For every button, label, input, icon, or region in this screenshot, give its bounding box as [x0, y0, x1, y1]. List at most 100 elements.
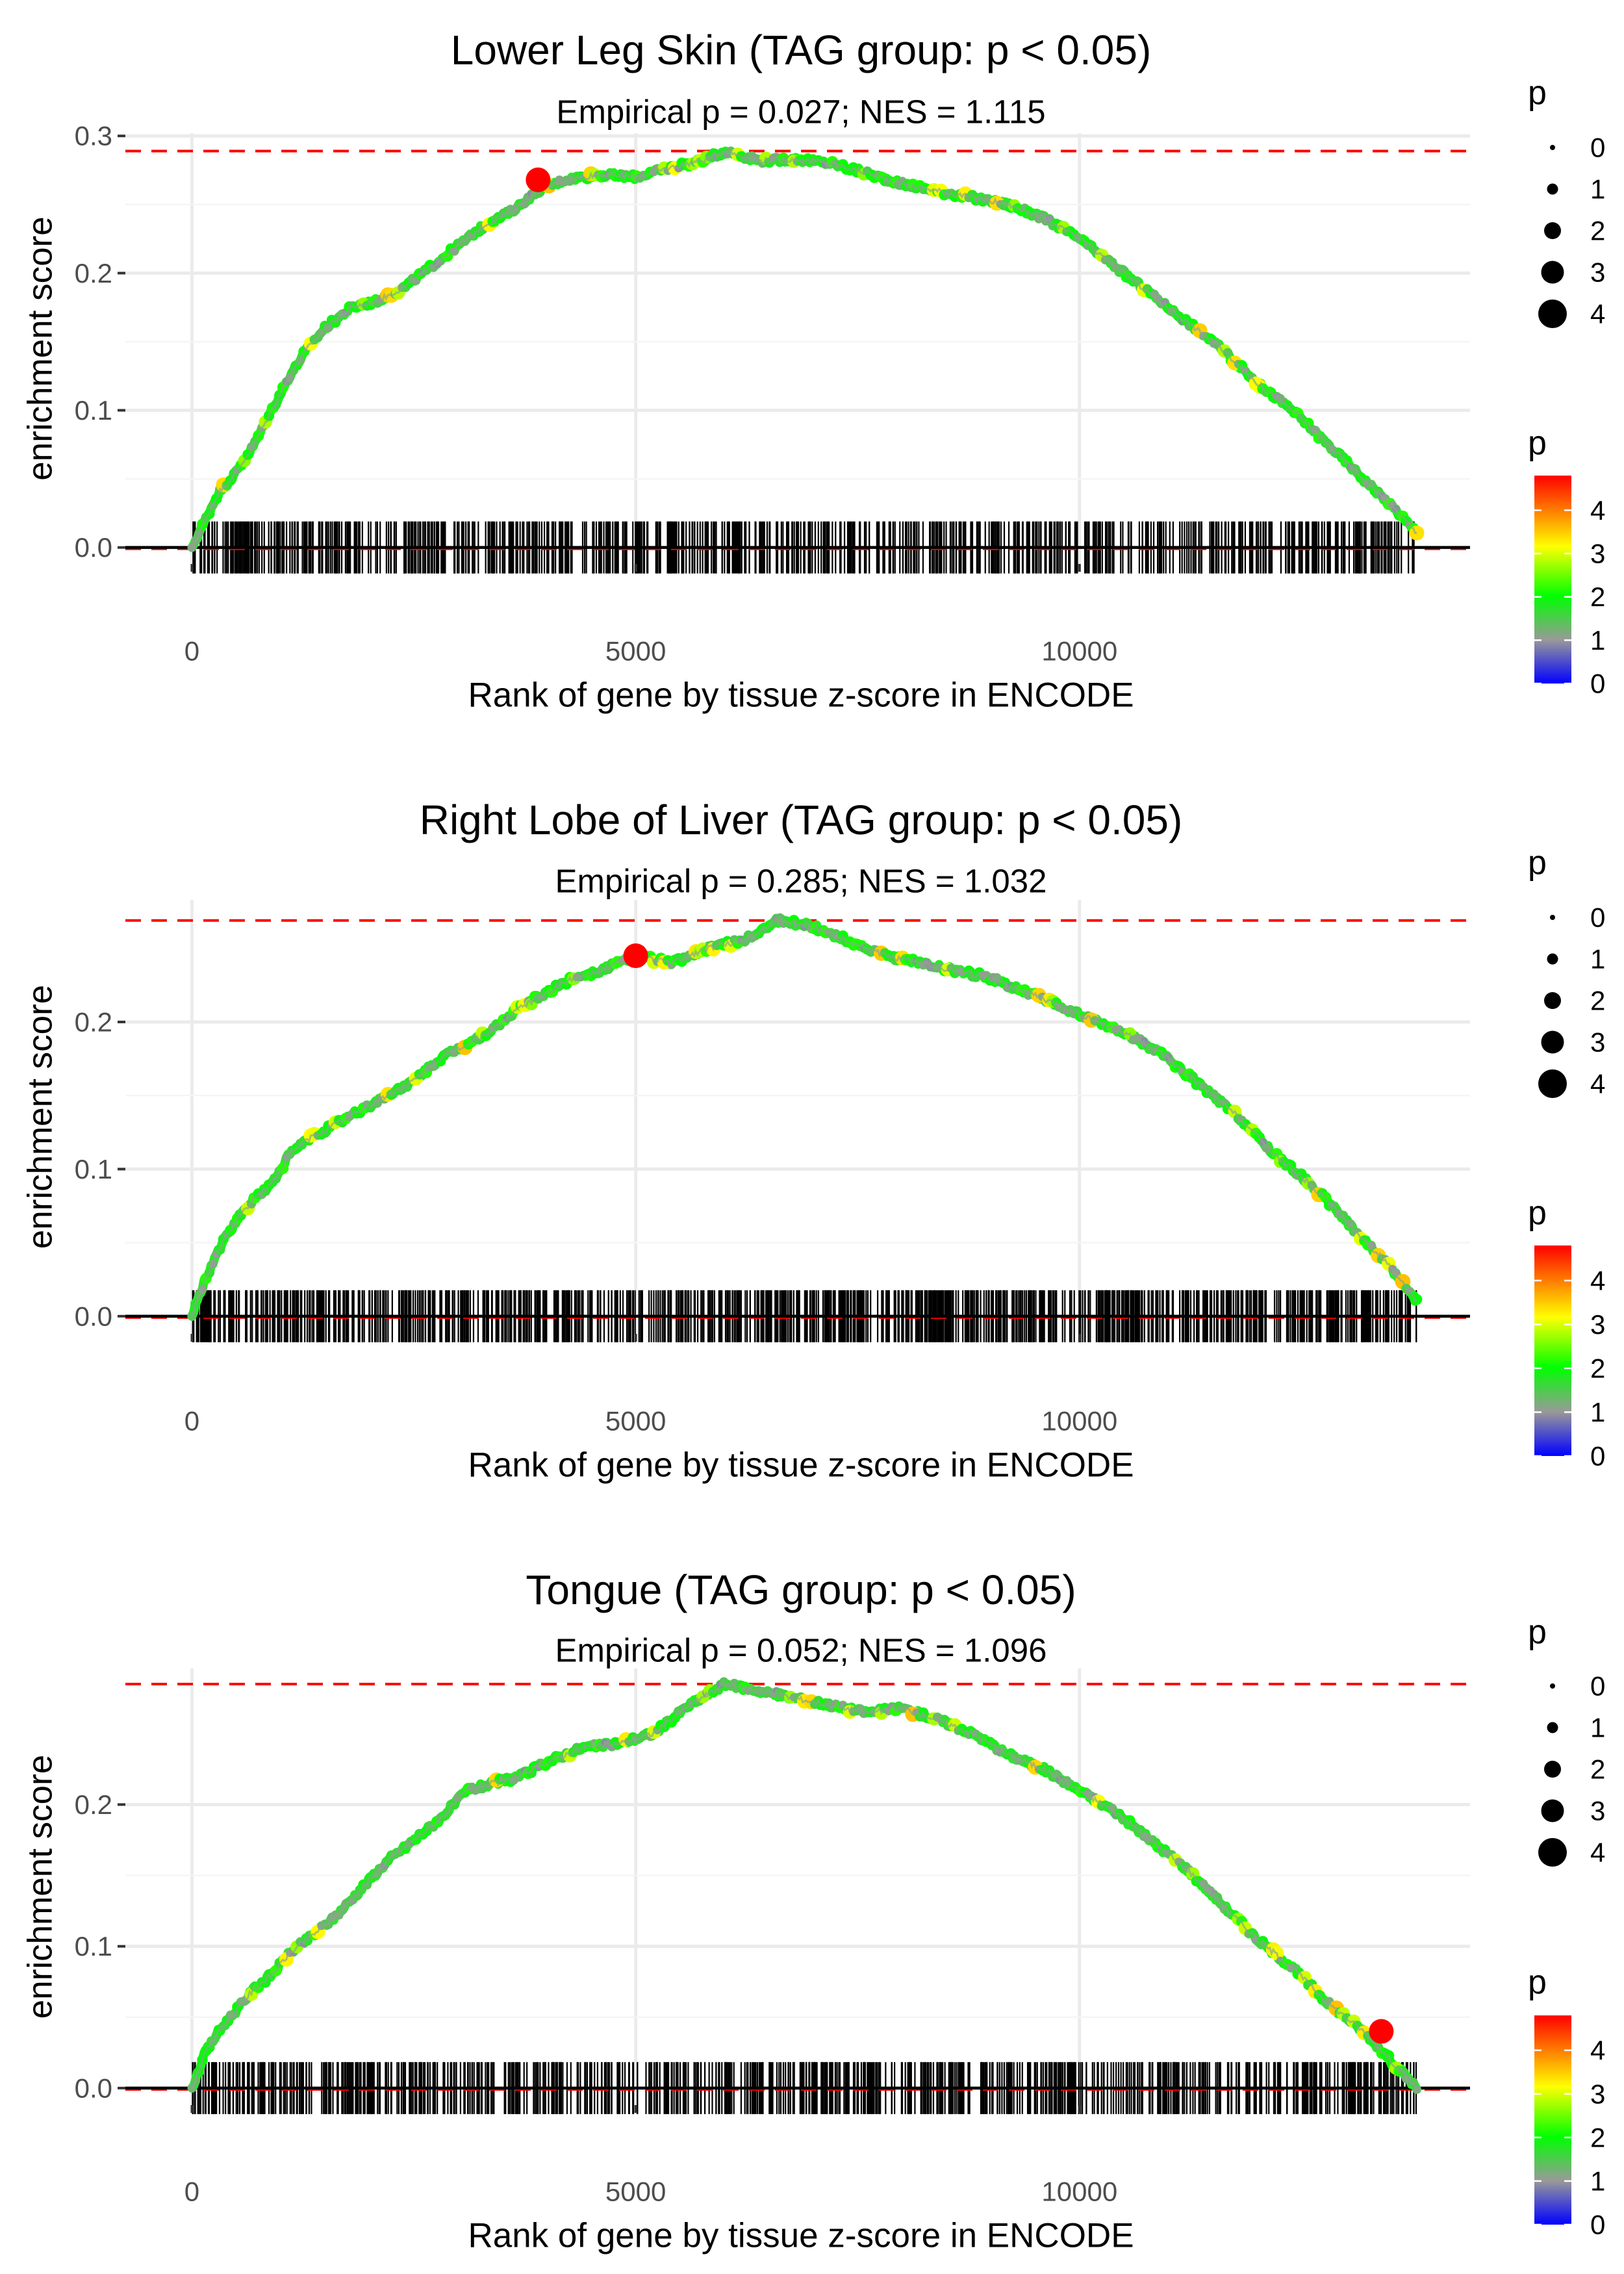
- size-legend-label: 1: [1590, 174, 1605, 205]
- color-legend-label: 1: [1590, 625, 1605, 656]
- color-legend-bar: [1534, 476, 1571, 683]
- es-curve-core: [191, 916, 1418, 1317]
- size-legend-label: 4: [1590, 1837, 1605, 1868]
- size-legend-dot: [1544, 1761, 1561, 1778]
- color-legend-label: 1: [1590, 2165, 1605, 2196]
- size-legend-dot: [1544, 992, 1561, 1009]
- chart-title: Right Lobe of Liver (TAG group: p < 0.05…: [420, 797, 1183, 843]
- color-legend-label: 4: [1590, 2035, 1605, 2065]
- color-legend-label: 3: [1590, 539, 1605, 569]
- x-axis-label: Rank of gene by tissue z-score in ENCODE: [468, 676, 1134, 715]
- x-tick-label: 5000: [605, 1406, 666, 1437]
- color-legend: p 4 3 2 1 0: [1528, 1963, 1605, 2240]
- size-legend-dot: [1547, 183, 1558, 195]
- size-legend-label: 1: [1590, 1713, 1605, 1743]
- color-legend-label: 3: [1590, 1309, 1605, 1340]
- x-tick-label: 0: [184, 1406, 199, 1437]
- chart-subtitle: Empirical p = 0.285; NES = 1.032: [555, 863, 1047, 900]
- size-legend-dot: [1547, 953, 1558, 965]
- x-tick-label: 10000: [1041, 1406, 1117, 1437]
- size-legend-label: 3: [1590, 257, 1605, 288]
- y-tick-label: 0.3: [75, 121, 112, 151]
- es-curve-base: [187, 1677, 1421, 2094]
- chart-panel: Tongue (TAG group: p < 0.05) Empirical p …: [21, 1566, 1606, 2255]
- chart-panel: Right Lobe of Liver (TAG group: p < 0.05…: [21, 797, 1606, 1485]
- color-legend-bar: [1534, 1246, 1571, 1456]
- y-axis: 0.0 0.1 0.2: [75, 1006, 125, 1331]
- chart-panel: Lower Leg Skin (TAG group: p < 0.05) Empi…: [21, 27, 1606, 715]
- color-legend: p 4 3 2 1 0: [1528, 1194, 1605, 1472]
- size-legend-label: 4: [1590, 1069, 1605, 1099]
- size-legend-label: 2: [1590, 1754, 1605, 1785]
- y-tick-label: 0.2: [75, 258, 112, 288]
- chart-subtitle: Empirical p = 0.027; NES = 1.115: [556, 94, 1045, 131]
- x-tick-label: 5000: [605, 636, 666, 667]
- color-legend-title: p: [1528, 1194, 1547, 1232]
- size-legend-label: 2: [1590, 986, 1605, 1016]
- chart-title: Tongue (TAG group: p < 0.05): [526, 1566, 1076, 1613]
- leading-edge-point: [526, 167, 551, 192]
- color-legend-label: 2: [1590, 2122, 1605, 2153]
- size-legend-label: 3: [1590, 1796, 1605, 1826]
- size-legend-dot: [1541, 1030, 1564, 1054]
- x-tick-label: 10000: [1041, 2177, 1117, 2207]
- x-axis: 0 5000 10000: [184, 1334, 1117, 1437]
- y-axis-label: enrichment score: [21, 1755, 60, 2019]
- y-axis: 0.0 0.1 0.2: [75, 1789, 125, 2103]
- x-tick-label: 10000: [1041, 636, 1117, 667]
- gridlines: [125, 900, 1470, 1334]
- size-legend-dot: [1538, 300, 1567, 328]
- color-legend-label: 1: [1590, 1397, 1605, 1427]
- x-axis: 0 5000 10000: [184, 2105, 1117, 2207]
- size-legend-title: p: [1528, 74, 1547, 112]
- x-tick-label: 0: [184, 636, 199, 667]
- size-legend: p 0 1 2 3 4: [1528, 844, 1605, 1099]
- color-legend-label: 2: [1590, 1353, 1605, 1384]
- chart-title: Lower Leg Skin (TAG group: p < 0.05): [451, 27, 1152, 73]
- gridlines: [125, 1668, 1470, 2105]
- es-points: [187, 1677, 1421, 2094]
- color-legend-label: 4: [1590, 1266, 1605, 1296]
- gridlines: [125, 133, 1470, 564]
- size-legend-dot: [1550, 915, 1555, 920]
- color-legend-label: 0: [1590, 1441, 1605, 1472]
- size-legend-dot: [1541, 1799, 1564, 1822]
- y-tick-label: 0.1: [75, 395, 112, 426]
- size-legend-dot: [1544, 222, 1561, 239]
- color-legend-label: 4: [1590, 495, 1605, 526]
- color-legend-label: 0: [1590, 669, 1605, 699]
- color-legend-title: p: [1528, 424, 1547, 462]
- color-legend: p 4 3 2 1 0: [1528, 424, 1605, 699]
- y-tick-label: 0.2: [75, 1006, 112, 1037]
- size-legend: p 0 1 2 3 4: [1528, 1613, 1605, 1868]
- chart-subtitle: Empirical p = 0.052; NES = 1.096: [555, 1632, 1047, 1669]
- size-legend-title: p: [1528, 1613, 1547, 1651]
- size-legend-label: 4: [1590, 299, 1605, 329]
- size-legend-dot: [1550, 1683, 1555, 1689]
- y-tick-label: 0.0: [75, 532, 112, 563]
- y-axis: 0.0 0.1 0.2 0.3: [75, 121, 125, 563]
- color-legend-label: 3: [1590, 2078, 1605, 2109]
- x-tick-label: 5000: [605, 2177, 666, 2207]
- size-legend-dot: [1547, 1722, 1558, 1733]
- size-legend-dot: [1538, 1069, 1567, 1098]
- x-axis-label: Rank of gene by tissue z-score in ENCODE: [468, 2217, 1134, 2255]
- size-legend-label: 0: [1590, 902, 1605, 933]
- size-legend-dot: [1538, 1838, 1567, 1867]
- size-legend-title: p: [1528, 844, 1547, 882]
- size-legend: p 0 1 2 3 4: [1528, 74, 1605, 329]
- color-legend-title: p: [1528, 1963, 1547, 2001]
- color-legend-bar: [1534, 2015, 1571, 2225]
- leading-edge-point: [1369, 2019, 1394, 2044]
- y-tick-label: 0.2: [75, 1789, 112, 1820]
- y-tick-label: 0.0: [75, 1301, 112, 1331]
- x-axis-label: Rank of gene by tissue z-score in ENCODE: [468, 1446, 1134, 1485]
- leading-edge-point: [623, 943, 648, 969]
- size-legend-dot: [1541, 261, 1564, 284]
- es-curve-base: [187, 146, 1421, 552]
- y-axis-label: enrichment score: [21, 216, 60, 481]
- color-legend-label: 0: [1590, 2210, 1605, 2240]
- size-legend-label: 2: [1590, 216, 1605, 246]
- y-axis-label: enrichment score: [21, 985, 60, 1249]
